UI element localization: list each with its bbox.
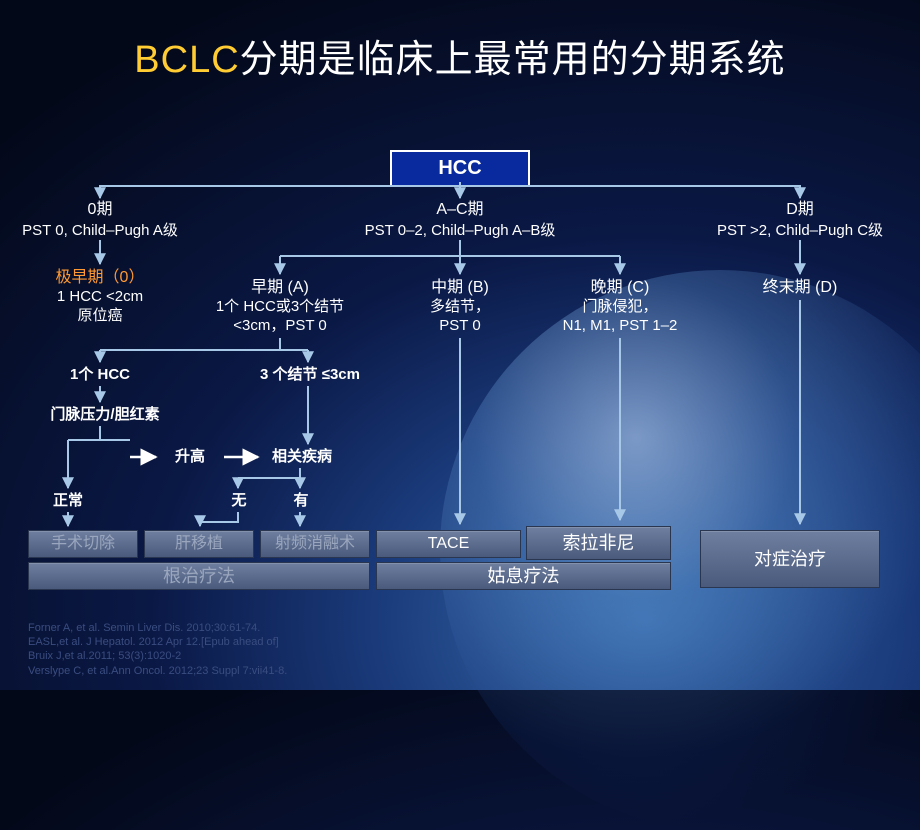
portal-pressure: 门脉压力/胆红素 [30, 406, 180, 425]
tx-curative: 根治疗法 [28, 562, 370, 590]
root-hcc-box: HCC [390, 150, 530, 187]
tx-tace: TACE [376, 530, 521, 558]
stage-0-sub: PST 0, Child–Pugh A级 [10, 222, 190, 241]
stage-ac-head: A–C期 [420, 200, 500, 220]
stage-0-head: 0期 [60, 200, 140, 220]
substage-end: 终末期 (D) [745, 278, 855, 298]
branch-high: 升高 [160, 448, 220, 467]
stage-d-head: D期 [760, 200, 840, 220]
title-part1: BCLC [134, 39, 239, 81]
substage-late: 晚期 (C) 门脉侵犯， N1, M1, PST 1–2 [555, 278, 685, 336]
tx-resection: 手术切除 [28, 530, 138, 558]
branch-normal: 正常 [46, 492, 90, 511]
split-3nod: 3 个结节 ≤3cm [240, 366, 380, 385]
substage-very-early: 极早期（0） 1 HCC <2cm 原位癌 [30, 268, 170, 326]
references: Forner A, et al. Semin Liver Dis. 2010;3… [28, 621, 287, 678]
tx-rfa: 射频消融术 [260, 530, 370, 558]
branch-yes: 有 [286, 492, 316, 511]
tx-supportive: 对症治疗 [700, 530, 880, 588]
stage-d-sub: PST >2, Child–Pugh C级 [700, 222, 900, 241]
substage-mid: 中期 (B) 多结节， PST 0 [410, 278, 510, 336]
slide-title: BCLC分期是临床上最常用的分期系统 [0, 28, 920, 83]
stage-ac-sub: PST 0–2, Child–Pugh A–B级 [350, 222, 570, 241]
title-part2: 分期是临床上最常用的分期系统 [240, 39, 786, 81]
split-1hcc: 1个 HCC [55, 366, 145, 385]
tx-palliative: 姑息疗法 [376, 562, 671, 590]
branch-no: 无 [224, 492, 254, 511]
substage-early: 早期 (A) 1个 HCC或3个结节 <3cm，PST 0 [200, 278, 360, 336]
tx-transplant: 肝移植 [144, 530, 254, 558]
branch-assoc: 相关疾病 [262, 448, 342, 467]
tx-sorafenib: 索拉非尼 [526, 526, 671, 560]
